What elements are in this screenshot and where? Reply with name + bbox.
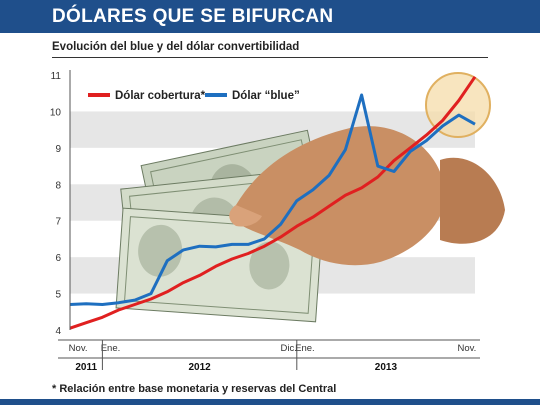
y-tick-label: 8 xyxy=(55,180,61,191)
x-tick-label: Ene. xyxy=(295,343,315,354)
x-tick-label: Ene. xyxy=(101,343,121,354)
series-lines xyxy=(69,75,477,330)
legend-label-blue: Dólar “blue” xyxy=(232,90,300,102)
bottom-bar xyxy=(0,399,540,405)
y-tick-label: 4 xyxy=(55,326,61,337)
legend: Dólar cobertura* Dólar “blue” xyxy=(88,90,300,102)
x-tick-label: Nov. xyxy=(69,343,88,354)
y-axis: 4 5 6 7 8 9 10 11 xyxy=(50,70,71,337)
x-year-label: 2011 xyxy=(75,362,97,373)
y-tick-label: 11 xyxy=(51,71,62,82)
y-tick-label: 7 xyxy=(55,217,61,228)
footnote: * Relación entre base monetaria y reserv… xyxy=(52,383,337,395)
subtitle-rule xyxy=(52,57,488,58)
series-line-0 xyxy=(69,75,477,330)
x-axis: Nov. Ene. Dic.Ene. Nov.2011 2012 2013 xyxy=(58,339,480,373)
y-tick-label: 9 xyxy=(55,144,61,155)
page-title: DÓLARES QUE SE BIFURCAN xyxy=(52,6,334,27)
x-year-label: 2012 xyxy=(188,362,211,373)
title-bar: DÓLARES QUE SE BIFURCAN xyxy=(0,0,540,33)
legend-label-cobertura: Dólar cobertura* xyxy=(115,90,206,102)
x-year-label: 2013 xyxy=(375,362,398,373)
chart-subtitle: Evolución del blue y del dólar convertib… xyxy=(52,41,300,53)
x-tick-label: Dic. xyxy=(281,343,297,354)
y-tick-label: 5 xyxy=(55,290,61,301)
y-tick-label: 10 xyxy=(50,107,62,118)
x-tick-label: Nov. xyxy=(457,343,476,354)
series-line-1 xyxy=(69,93,476,306)
y-tick-label: 6 xyxy=(55,253,61,264)
